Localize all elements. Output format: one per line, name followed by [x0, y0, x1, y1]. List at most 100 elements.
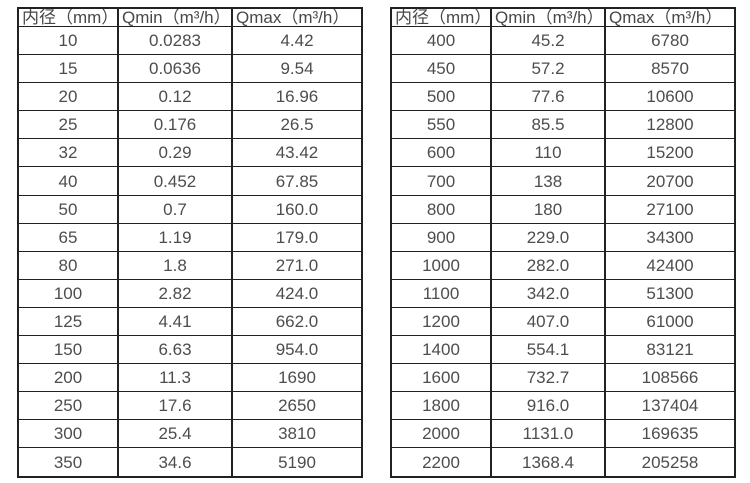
table-row: 25 0.176 26.5	[17, 110, 363, 140]
table-cell: 0.7	[117, 194, 233, 224]
table-row: 300 25.4 3810	[17, 419, 363, 449]
table-row: 15 0.0636 9.54	[17, 54, 363, 84]
table-cell: 125	[17, 306, 119, 337]
table-cell: 20700	[604, 166, 736, 196]
table-cell: 0.0636	[117, 54, 233, 84]
table-cell: 1400	[390, 335, 492, 365]
flow-table-small-diameters: 内径（mm） Qmin（m³/h） Qmax（m³/h） 10 0.0283 4.4…	[17, 7, 363, 478]
table-cell: 1200	[390, 306, 492, 337]
table-row: 700 138 20700	[390, 166, 736, 196]
table-cell: 554.1	[490, 335, 606, 365]
column-header-qmax: Qmax（m³/h）	[231, 7, 363, 27]
table-cell: 3810	[231, 419, 363, 449]
table-cell: 1800	[390, 391, 492, 421]
table-cell: 83121	[604, 335, 736, 365]
table-cell: 250	[17, 391, 119, 421]
table-cell: 550	[390, 110, 492, 140]
table-cell: 138	[490, 166, 606, 196]
table-cell: 1.19	[117, 222, 233, 252]
table-cell: 179.0	[231, 222, 363, 252]
table-row: 1000 282.0 42400	[390, 250, 736, 280]
table-cell: 1100	[390, 278, 492, 308]
table-cell: 10	[17, 25, 119, 56]
table-cell: 25	[17, 110, 119, 140]
table-cell: 11.3	[117, 363, 233, 393]
table-row: 50 0.7 160.0	[17, 194, 363, 224]
table-cell: 662.0	[231, 306, 363, 337]
table-cell: 271.0	[231, 250, 363, 280]
table-cell: 27100	[604, 194, 736, 224]
table-cell: 300	[17, 419, 119, 449]
table-cell: 4.42	[231, 25, 363, 56]
table-cell: 50	[17, 194, 119, 224]
table-cell: 1000	[390, 250, 492, 280]
table-cell: 500	[390, 82, 492, 112]
table-cell: 85.5	[490, 110, 606, 140]
table-row: 150 6.63 954.0	[17, 335, 363, 365]
table-cell: 45.2	[490, 25, 606, 56]
table-body: 400 45.2 6780 450 57.2 8570 500 77.6 10600 550 85.…	[390, 25, 736, 478]
table-row: 1200 407.0 61000	[390, 306, 736, 337]
table-row: 350 34.6 5190	[17, 447, 363, 478]
table-cell: 34300	[604, 222, 736, 252]
column-header-diameter: 内径（mm）	[17, 7, 119, 27]
table-cell: 57.2	[490, 54, 606, 84]
table-row: 250 17.6 2650	[17, 391, 363, 421]
table-cell: 600	[390, 138, 492, 168]
table-cell: 0.0283	[117, 25, 233, 56]
table-cell: 51300	[604, 278, 736, 308]
table-cell: 205258	[604, 447, 736, 478]
table-cell: 800	[390, 194, 492, 224]
table-cell: 282.0	[490, 250, 606, 280]
table-cell: 16.96	[231, 82, 363, 112]
table-cell: 17.6	[117, 391, 233, 421]
table-cell: 954.0	[231, 335, 363, 365]
table-cell: 40	[17, 166, 119, 196]
table-cell: 25.4	[117, 419, 233, 449]
table-cell: 342.0	[490, 278, 606, 308]
table-cell: 160.0	[231, 194, 363, 224]
table-cell: 350	[17, 447, 119, 478]
column-header-qmin: Qmin（m³/h）	[490, 7, 606, 27]
table-cell: 1.8	[117, 250, 233, 280]
table-cell: 6780	[604, 25, 736, 56]
table-cell: 10600	[604, 82, 736, 112]
table-cell: 150	[17, 335, 119, 365]
table-row: 800 180 27100	[390, 194, 736, 224]
table-cell: 229.0	[490, 222, 606, 252]
table-cell: 6.63	[117, 335, 233, 365]
table-cell: 67.85	[231, 166, 363, 196]
table-row: 1600 732.7 108566	[390, 363, 736, 393]
table-cell: 0.12	[117, 82, 233, 112]
table-cell: 12800	[604, 110, 736, 140]
table-row: 125 4.41 662.0	[17, 306, 363, 337]
table-cell: 100	[17, 278, 119, 308]
table-body: 10 0.0283 4.42 15 0.0636 9.54 20 0.12 16.96 25 0.1…	[17, 25, 363, 478]
table-cell: 20	[17, 82, 119, 112]
table-cell: 200	[17, 363, 119, 393]
table-row: 450 57.2 8570	[390, 54, 736, 84]
column-header-qmax: Qmax（m³/h）	[604, 7, 736, 27]
flow-table-large-diameters: 内径（mm） Qmin（m³/h） Qmax（m³/h） 400 45.2 6780…	[390, 7, 736, 478]
header-row: 内径（mm） Qmin（m³/h） Qmax（m³/h）	[17, 7, 363, 27]
table-cell: 169635	[604, 419, 736, 449]
table-cell: 900	[390, 222, 492, 252]
table-cell: 15200	[604, 138, 736, 168]
table-cell: 5190	[231, 447, 363, 478]
table-cell: 2.82	[117, 278, 233, 308]
table-cell: 0.452	[117, 166, 233, 196]
table-cell: 61000	[604, 306, 736, 337]
table-cell: 26.5	[231, 110, 363, 140]
table-cell: 4.41	[117, 306, 233, 337]
table-row: 600 110 15200	[390, 138, 736, 168]
table-cell: 110	[490, 138, 606, 168]
table-cell: 1368.4	[490, 447, 606, 478]
table-row: 1100 342.0 51300	[390, 278, 736, 308]
table-cell: 732.7	[490, 363, 606, 393]
table-cell: 42400	[604, 250, 736, 280]
column-header-qmin: Qmin（m³/h）	[117, 7, 233, 27]
table-cell: 407.0	[490, 306, 606, 337]
table-row: 1800 916.0 137404	[390, 391, 736, 421]
table-row: 2200 1368.4 205258	[390, 447, 736, 478]
